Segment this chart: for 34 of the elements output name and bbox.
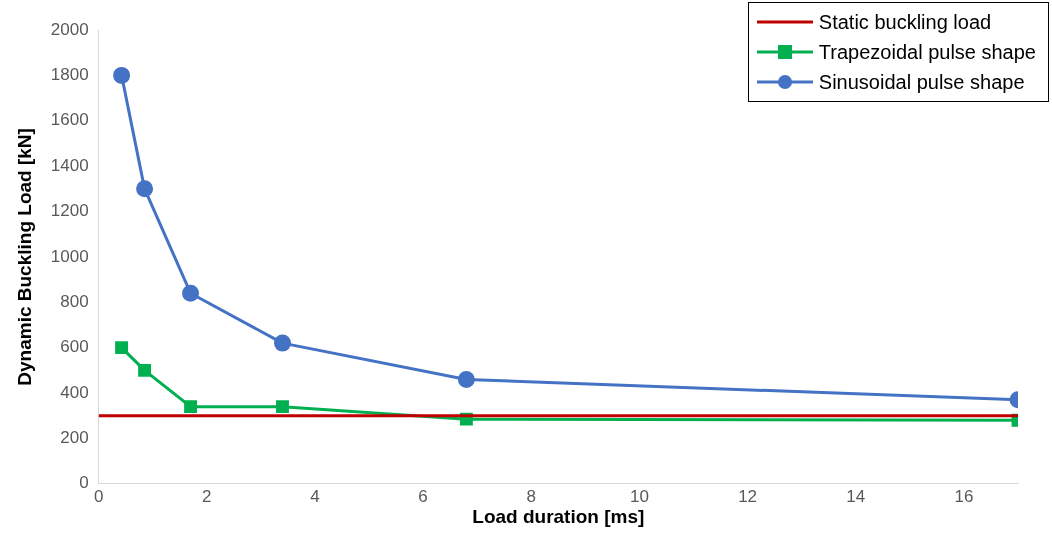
- y-tick-label: 400: [60, 382, 89, 402]
- x-tick-label: 8: [526, 486, 536, 506]
- x-axis-title: Load duration [ms]: [472, 505, 645, 527]
- y-tick-label: 1600: [50, 110, 89, 130]
- legend-label: Sinusoidal pulse shape: [818, 70, 1025, 94]
- point: [138, 363, 152, 377]
- x-tick-label: 4: [310, 486, 320, 506]
- point: [276, 400, 289, 414]
- y-tick-label: 1400: [50, 155, 89, 175]
- x-tick-label: 14: [846, 486, 866, 506]
- y-tick-label: 200: [60, 428, 89, 448]
- y-tick-label: 600: [60, 337, 89, 357]
- y-tick-label: 2000: [50, 19, 89, 39]
- y-tick-label: 800: [60, 291, 89, 311]
- y-tick-label: 1800: [50, 65, 89, 85]
- y-tick-label: 1000: [50, 246, 89, 266]
- point: [274, 334, 291, 352]
- x-tick-label: 12: [738, 486, 758, 506]
- x-tick-label: 6: [418, 486, 428, 506]
- y-axis-title: Dynamic Buckling Load [kN]: [13, 128, 35, 386]
- point: [115, 341, 129, 355]
- x-tick-label: 10: [629, 486, 649, 506]
- legend-label: Trapezoidal pulse shape: [818, 40, 1036, 64]
- point: [457, 370, 475, 388]
- point: [184, 400, 198, 414]
- point: [136, 180, 154, 198]
- legend-label: Static buckling load: [818, 10, 992, 34]
- x-tick-label: 2: [202, 486, 212, 506]
- x-tick-label: 16: [954, 486, 974, 506]
- point: [113, 66, 131, 84]
- x-tick-label: 0: [93, 486, 104, 506]
- y-tick-label: 1200: [50, 201, 89, 221]
- y-tick-label: 0: [79, 473, 89, 493]
- point: [182, 284, 200, 302]
